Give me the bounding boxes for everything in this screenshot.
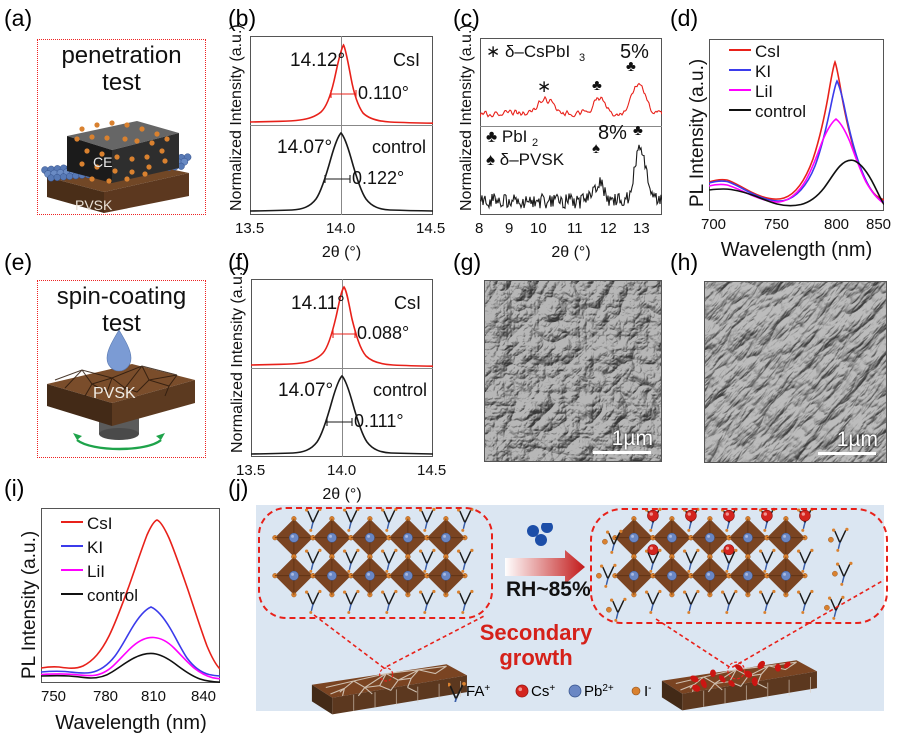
svg-text:∗: ∗ (537, 77, 551, 96)
svg-text:Cs+: Cs+ (531, 683, 555, 701)
svg-text:2: 2 (532, 137, 538, 149)
svg-text:♣ PbI: ♣ PbI (486, 127, 527, 146)
svg-text:Pb2+: Pb2+ (584, 683, 614, 701)
svg-text:CE: CE (93, 154, 112, 170)
svg-text:∗ δ–CsPbI: ∗ δ–CsPbI (486, 42, 570, 61)
svg-text:I-: I- (644, 683, 652, 701)
svg-text:CsI: CsI (393, 50, 420, 70)
svg-text:PVSK: PVSK (75, 197, 113, 213)
svg-text:0.111°: 0.111° (354, 411, 404, 431)
svg-text:0.088°: 0.088° (357, 323, 409, 343)
svg-text:♠ δ–PVSK: ♠ δ–PVSK (486, 150, 565, 169)
svg-text:control: control (372, 137, 426, 157)
svg-text:♣: ♣ (626, 58, 636, 75)
svg-text:0.122°: 0.122° (352, 168, 404, 188)
svg-text:14.11°: 14.11° (291, 293, 345, 314)
svg-text:♣: ♣ (592, 77, 602, 94)
svg-text:♣: ♣ (633, 122, 643, 139)
svg-text:FA+: FA+ (466, 683, 490, 701)
svg-text:0.110°: 0.110° (358, 83, 409, 103)
svg-text:PVSK: PVSK (93, 385, 136, 402)
svg-text:14.07°: 14.07° (278, 380, 333, 401)
svg-text:3: 3 (579, 52, 585, 64)
svg-text:14.07°: 14.07° (277, 137, 332, 158)
svg-text:CsI: CsI (394, 293, 421, 313)
svg-text:8%: 8% (598, 122, 627, 144)
svg-text:♠: ♠ (592, 140, 600, 157)
svg-text:control: control (373, 380, 427, 400)
svg-text:14.12°: 14.12° (290, 50, 345, 71)
